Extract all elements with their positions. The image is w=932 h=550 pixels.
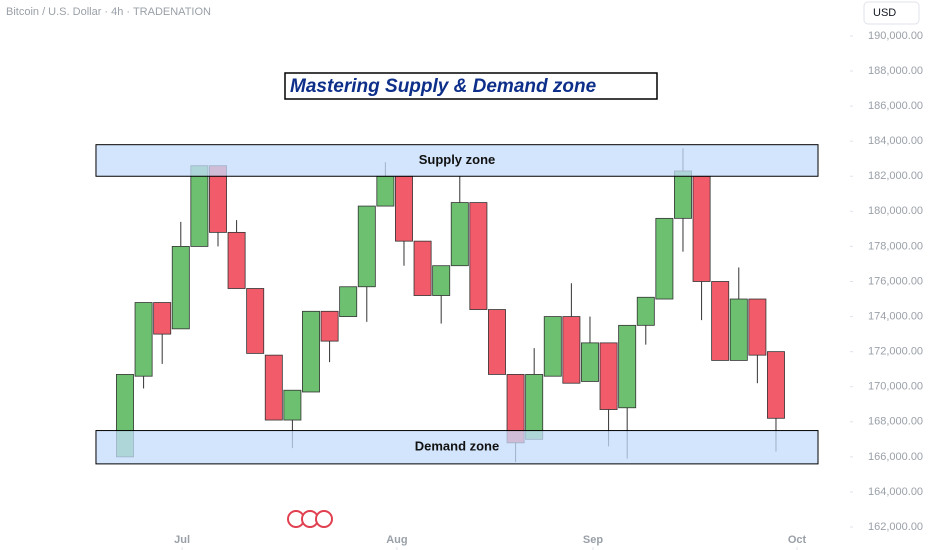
candle-body <box>562 316 581 384</box>
candle-body <box>227 231 246 289</box>
candle-body <box>450 202 469 267</box>
candle-body <box>469 202 488 310</box>
chart-title: Mastering Supply & Demand zone <box>290 76 597 97</box>
x-tick-label: Sep <box>583 534 603 546</box>
candle-body <box>190 165 209 247</box>
candle-body <box>581 342 599 382</box>
candle-body <box>320 310 339 342</box>
candle-body <box>729 298 748 361</box>
x-tick-label: Oct <box>788 534 807 546</box>
y-tick-label: 164,000.00 <box>868 486 923 498</box>
candle-body <box>246 288 265 354</box>
candle-body <box>171 246 190 330</box>
x-tick-label: Jul <box>174 534 190 546</box>
candle-body <box>748 298 767 356</box>
x-tick-label: Aug <box>386 534 407 546</box>
candle-body <box>283 389 302 421</box>
title-box <box>284 72 658 100</box>
y-tick-label: 190,000.00 <box>868 30 923 42</box>
candle-body <box>692 175 711 282</box>
candle-body <box>134 302 153 377</box>
header: Bitcoin / U.S. Dollar · 4h · TRADENATION <box>6 6 211 18</box>
candle-body <box>395 175 413 242</box>
candle-body <box>264 354 283 421</box>
candle-body <box>655 217 674 300</box>
y-tick-label: 166,000.00 <box>868 451 923 463</box>
candle-body <box>674 170 692 219</box>
candle-body <box>636 296 655 326</box>
y-tick-label: 182,000.00 <box>868 170 923 182</box>
candle-body <box>543 316 562 377</box>
zone-label: Supply zone <box>419 152 496 167</box>
currency-label: USD <box>873 7 896 19</box>
y-tick-label: 172,000.00 <box>868 346 923 358</box>
zone <box>95 430 819 465</box>
y-tick-label: 176,000.00 <box>868 275 923 287</box>
currency-button[interactable] <box>863 1 920 25</box>
zone <box>95 144 819 177</box>
candle-body <box>711 281 730 361</box>
candle-body <box>339 286 358 317</box>
y-tick-label: 178,000.00 <box>868 240 923 252</box>
y-tick-label: 184,000.00 <box>868 135 923 147</box>
y-tick-label: 174,000.00 <box>868 310 923 322</box>
candle-body <box>376 175 395 207</box>
y-tick-label: 186,000.00 <box>868 100 923 112</box>
candle-body <box>153 302 172 335</box>
y-tick-label: 168,000.00 <box>868 416 923 428</box>
y-tick-label: 170,000.00 <box>868 381 923 393</box>
candle-body <box>525 374 544 440</box>
zone-label: Demand zone <box>415 439 500 454</box>
candle-body <box>413 240 432 296</box>
y-tick-label: 162,000.00 <box>868 521 923 533</box>
candle-body <box>599 342 618 410</box>
candle-body <box>432 265 451 296</box>
candle-body <box>357 205 376 288</box>
y-tick-label: 180,000.00 <box>868 205 923 217</box>
y-tick-label: 188,000.00 <box>868 65 923 77</box>
candle-body <box>488 309 506 375</box>
candle-body <box>767 351 785 419</box>
candle-body <box>302 310 320 393</box>
candle-body <box>618 324 637 409</box>
logo <box>287 510 333 528</box>
